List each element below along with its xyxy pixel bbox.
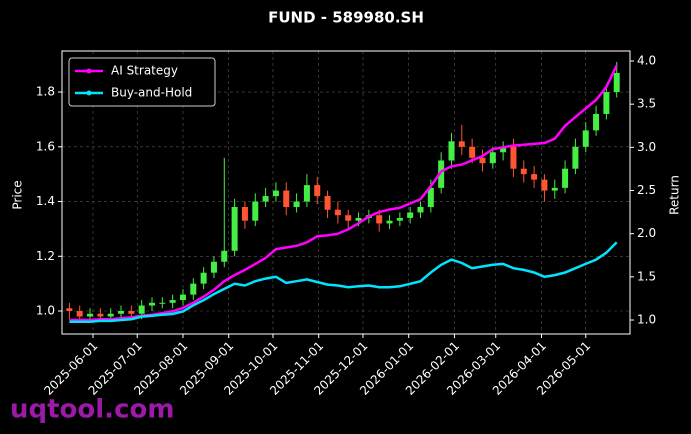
candle-body — [386, 220, 393, 224]
candle-body — [107, 313, 114, 317]
candle-body — [272, 190, 279, 197]
candle-body — [334, 209, 341, 216]
candle-body — [469, 146, 476, 158]
candle-body — [376, 215, 383, 224]
candle-body — [210, 261, 217, 273]
candle-body — [324, 196, 331, 210]
candle-body — [562, 168, 569, 188]
candle-body — [76, 311, 83, 317]
legend-marker — [86, 68, 92, 74]
candle-body — [262, 196, 269, 202]
series-line — [69, 241, 618, 323]
candle-body — [293, 201, 300, 208]
watermark: uqtool.com — [10, 395, 174, 425]
candle-body — [407, 212, 414, 218]
y2-tick-label: 4.0 — [637, 54, 656, 68]
y2-tick-label: 3.5 — [637, 97, 656, 111]
y2-tick-label: 1.5 — [637, 269, 656, 283]
candle-body — [252, 201, 259, 221]
candle-body — [355, 217, 362, 221]
y-axis-label: Price — [11, 180, 25, 209]
y-tick-label: 1.0 — [36, 304, 55, 318]
candle-body — [520, 168, 527, 175]
legend-box — [68, 57, 216, 107]
candle-body — [500, 146, 507, 153]
candle-body — [303, 185, 310, 202]
y2-axis-label: Return — [668, 175, 682, 215]
candle-body — [417, 207, 424, 213]
candle-body — [572, 146, 579, 169]
candle-body — [510, 146, 517, 169]
candle-body — [118, 311, 125, 314]
candle-body — [448, 141, 455, 161]
candle-body — [128, 311, 135, 314]
candle-body — [345, 215, 352, 221]
candle-body — [593, 113, 600, 131]
y2-tick-label: 2.0 — [637, 226, 656, 240]
legend-label: AI Strategy — [111, 64, 178, 78]
series-line — [69, 64, 618, 322]
y2-tick-label: 2.5 — [637, 183, 656, 197]
candle-body — [138, 305, 145, 314]
y-tick-label: 1.2 — [36, 249, 55, 263]
candle-body — [87, 313, 94, 317]
candle-body — [613, 72, 620, 93]
candle-body — [541, 179, 548, 191]
legend-marker — [86, 90, 92, 96]
candle-body — [221, 250, 228, 262]
candle-body — [66, 308, 73, 312]
candle-body — [603, 92, 610, 114]
candle-body — [159, 302, 166, 304]
candle-body — [458, 141, 465, 147]
candle-body — [479, 157, 486, 164]
candle-body — [241, 207, 248, 221]
legend-label: Buy-and-Hold — [111, 86, 192, 100]
y-tick-label: 1.6 — [36, 139, 55, 153]
y2-tick-label: 1.0 — [637, 313, 656, 327]
y-tick-label: 1.4 — [36, 194, 55, 208]
candle-body — [314, 185, 321, 197]
y-tick-label: 1.8 — [36, 85, 55, 99]
candle-body — [489, 152, 496, 164]
plot-frame — [61, 50, 631, 335]
candle-body — [169, 300, 176, 303]
candle-body — [438, 160, 445, 188]
candle-body — [427, 187, 434, 208]
candle-body — [283, 190, 290, 208]
y2-tick-label: 3.0 — [637, 140, 656, 154]
candle-body — [582, 130, 589, 147]
candle-body — [551, 187, 558, 191]
candle-body — [200, 272, 207, 284]
candle-body — [231, 207, 238, 251]
candle-body — [148, 302, 155, 306]
chart-title: FUND - 589980.SH — [268, 9, 424, 27]
candle-body — [531, 174, 538, 180]
candle-body — [97, 313, 104, 317]
candle-body — [190, 283, 197, 295]
candle-body — [396, 217, 403, 221]
candle-body — [179, 294, 186, 301]
